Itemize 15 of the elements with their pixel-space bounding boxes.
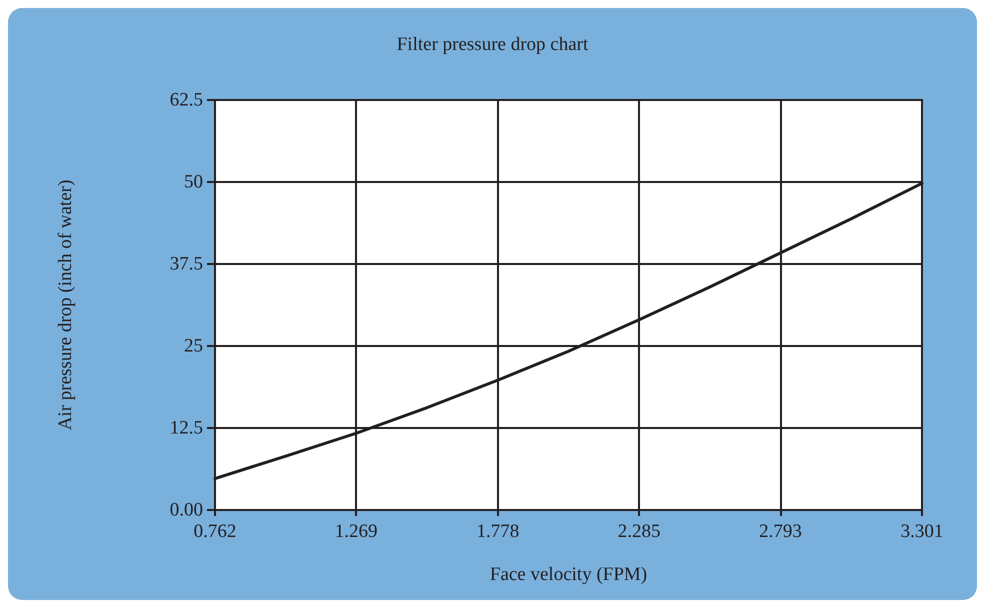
x-tick-label: 3.301 xyxy=(900,521,944,542)
x-tick-label: 2.285 xyxy=(618,521,660,542)
x-tick-label: 2.793 xyxy=(759,521,802,542)
x-tick-label: 0.762 xyxy=(194,521,236,542)
y-axis-title: Air pressure drop (inch of water) xyxy=(55,180,76,430)
x-tick-label: 1.778 xyxy=(476,521,520,542)
chart-title: Filter pressure drop chart xyxy=(396,34,589,55)
y-tick-label: 62.5 xyxy=(170,90,203,110)
y-tick-label: 12.5 xyxy=(170,418,203,438)
y-tick-label: 50 xyxy=(184,172,203,192)
y-tick-label: 25 xyxy=(184,336,203,356)
x-axis-title: Face velocity (FPM) xyxy=(490,564,648,585)
y-tick-label: 0.00 xyxy=(170,500,203,520)
x-tick-label: 1.269 xyxy=(334,521,378,542)
y-tick-label: 37.5 xyxy=(170,254,203,274)
